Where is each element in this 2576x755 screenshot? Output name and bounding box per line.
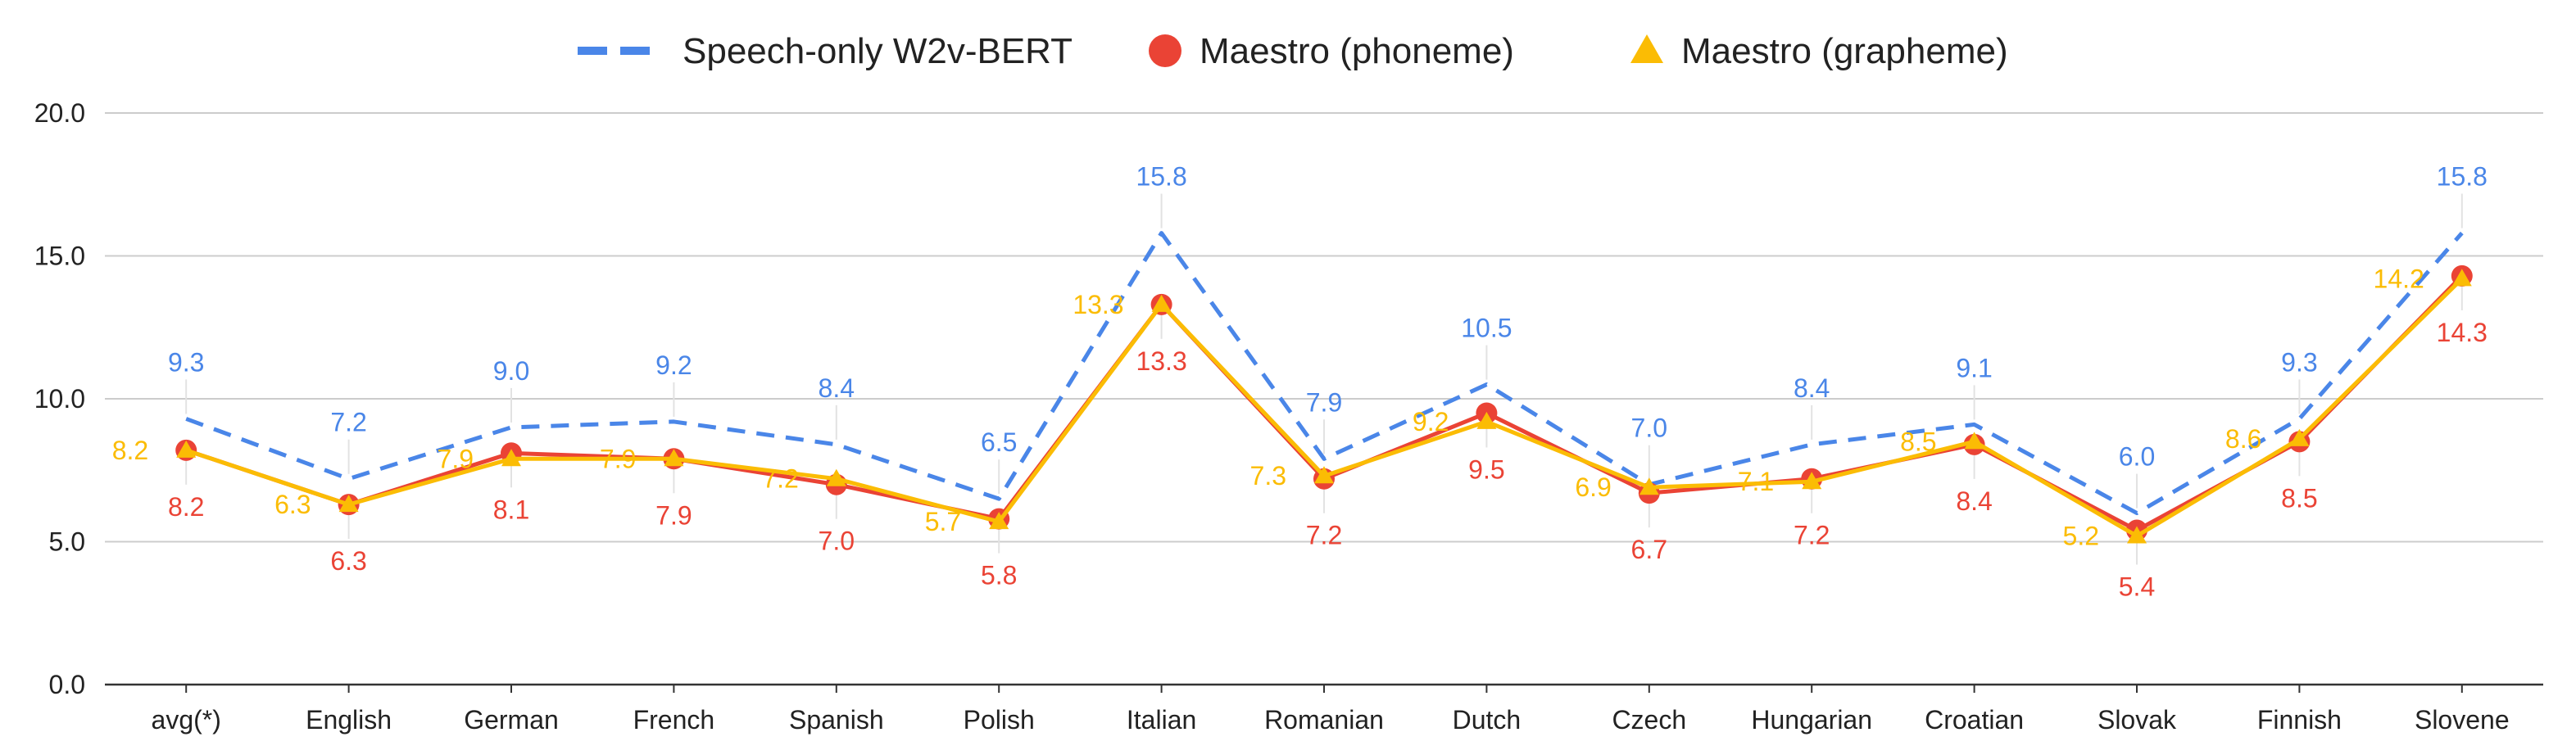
data-label: 7.9 <box>438 444 474 473</box>
data-point-triangle <box>1151 294 1172 312</box>
data-label: 7.0 <box>819 527 855 556</box>
data-point-triangle <box>2127 526 2147 544</box>
data-label: 7.9 <box>600 444 636 473</box>
data-label: 5.2 <box>2063 522 2099 551</box>
data-label: 5.8 <box>981 561 1017 590</box>
data-point-triangle <box>2451 269 2472 287</box>
x-tick-label: Dutch <box>1453 705 1522 735</box>
data-point-triangle <box>176 440 197 458</box>
data-label: 9.0 <box>493 356 529 386</box>
data-point-triangle <box>2289 428 2310 446</box>
data-label: 9.5 <box>1468 454 1504 484</box>
data-label: 8.2 <box>168 492 204 522</box>
data-label: 8.2 <box>112 436 148 465</box>
data-label: 9.2 <box>1413 407 1449 436</box>
x-tick-label: Spanish <box>789 705 884 735</box>
x-tick-label: Czech <box>1612 705 1686 735</box>
series-group <box>175 231 2473 544</box>
y-tick-label: 20.0 <box>34 98 85 128</box>
legend-item-speech-only-w2v-bert: Speech-only W2v-BERT <box>578 31 1073 71</box>
data-point-triangle <box>1639 477 1659 495</box>
data-label: 9.3 <box>2281 347 2317 377</box>
data-label: 13.3 <box>1073 290 1123 319</box>
data-label: 8.4 <box>1794 373 1830 403</box>
data-label: 6.3 <box>330 546 366 576</box>
data-label: 7.2 <box>1794 521 1830 550</box>
data-label: 6.0 <box>2119 442 2155 472</box>
data-label: 15.8 <box>2437 162 2488 192</box>
legend-swatch-circle <box>1149 34 1181 67</box>
y-tick-label: 5.0 <box>49 527 85 557</box>
x-tick-label: Finnish <box>2257 705 2342 735</box>
data-point-triangle <box>826 468 846 486</box>
x-tick-label: Croatian <box>1925 705 2024 735</box>
y-tick-label: 0.0 <box>49 670 85 699</box>
x-tick-label: Slovak <box>2098 705 2177 735</box>
data-label: 7.3 <box>1250 461 1286 491</box>
data-label: 7.0 <box>1631 414 1667 443</box>
data-label: 8.5 <box>2281 483 2317 513</box>
series-line <box>185 231 2464 516</box>
x-tick-label: Romanian <box>1264 705 1384 735</box>
y-tick-label: 10.0 <box>34 384 85 414</box>
data-point-triangle <box>501 449 521 467</box>
data-label: 8.5 <box>1900 427 1936 456</box>
x-tick-label: avg(*) <box>152 705 221 735</box>
legend-item-maestro-grapheme: Maestro (grapheme) <box>1630 31 2008 71</box>
data-label: 7.9 <box>1306 387 1342 417</box>
data-point-triangle <box>1802 472 1822 490</box>
data-label: 6.3 <box>274 490 311 519</box>
data-label: 6.5 <box>981 427 1017 457</box>
x-tick-label: German <box>464 705 559 735</box>
label-leader-lines <box>185 193 2463 565</box>
data-point-triangle <box>338 495 359 513</box>
data-label: 6.7 <box>1631 535 1667 564</box>
legend-label: Maestro (phoneme) <box>1200 31 1514 71</box>
x-tick-label: English <box>306 705 392 735</box>
legend-label: Maestro (grapheme) <box>1681 31 2008 71</box>
data-label: 5.4 <box>2119 572 2155 602</box>
data-label: 7.1 <box>1738 467 1774 496</box>
data-label: 8.4 <box>819 373 855 403</box>
legend-label: Speech-only W2v-BERT <box>683 31 1073 71</box>
data-label: 7.9 <box>655 500 692 530</box>
data-label: 9.2 <box>655 350 692 380</box>
y-tick-label: 15.0 <box>34 242 85 271</box>
y-axis: 0.0 5.0 10.0 15.0 20.0 <box>34 98 85 699</box>
data-label: 10.5 <box>1461 314 1512 343</box>
data-label: 8.1 <box>493 495 529 524</box>
data-point-triangle <box>1314 466 1334 484</box>
data-label: 7.2 <box>762 464 798 494</box>
data-label: 13.3 <box>1136 346 1186 376</box>
data-label: 9.1 <box>1956 353 1992 382</box>
data-label: 5.7 <box>925 507 961 536</box>
x-tick-label: Hungarian <box>1751 705 1872 735</box>
series-speech-only-w2v-bert <box>185 231 2464 516</box>
data-label: 14.3 <box>2437 318 2488 347</box>
data-label: 14.2 <box>2374 264 2424 293</box>
x-tick-label: Slovene <box>2415 705 2510 735</box>
data-label: 8.4 <box>1956 486 1992 516</box>
data-label: 9.3 <box>168 347 204 377</box>
data-label: 7.2 <box>1306 521 1342 550</box>
data-label: 6.9 <box>1575 472 1611 502</box>
data-labels: 9.3 8.2 8.2 7.2 6.3 6.3 9.0 8.1 7.9 9.2 7.9 7.9 8.4 7… <box>112 162 2488 602</box>
x-tick-label: Polish <box>964 705 1035 735</box>
data-point-triangle <box>1964 432 1984 450</box>
data-point-triangle <box>1476 411 1497 429</box>
x-axis: avg(*) English German French Spanish Polish It… <box>152 685 2510 735</box>
legend: Speech-only W2v-BERT Maestro (phoneme) Mae… <box>578 31 2008 71</box>
x-tick-label: French <box>633 705 715 735</box>
data-label: 15.8 <box>1136 162 1186 192</box>
data-point-triangle <box>989 512 1009 530</box>
series-maestro-grapheme <box>176 269 2472 544</box>
legend-swatch-triangle <box>1630 34 1663 63</box>
x-tick-label: Italian <box>1127 705 1196 735</box>
legend-item-maestro-phoneme: Maestro (phoneme) <box>1149 31 1514 71</box>
data-point-triangle <box>664 449 684 467</box>
data-label: 7.2 <box>330 408 366 437</box>
data-label: 8.6 <box>2225 424 2261 454</box>
